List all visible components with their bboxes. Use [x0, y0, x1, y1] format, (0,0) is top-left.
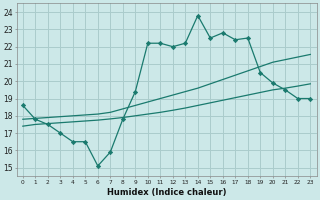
X-axis label: Humidex (Indice chaleur): Humidex (Indice chaleur) — [107, 188, 226, 197]
